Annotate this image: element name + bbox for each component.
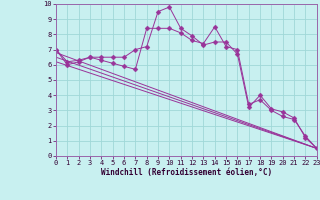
X-axis label: Windchill (Refroidissement éolien,°C): Windchill (Refroidissement éolien,°C) (101, 168, 272, 177)
